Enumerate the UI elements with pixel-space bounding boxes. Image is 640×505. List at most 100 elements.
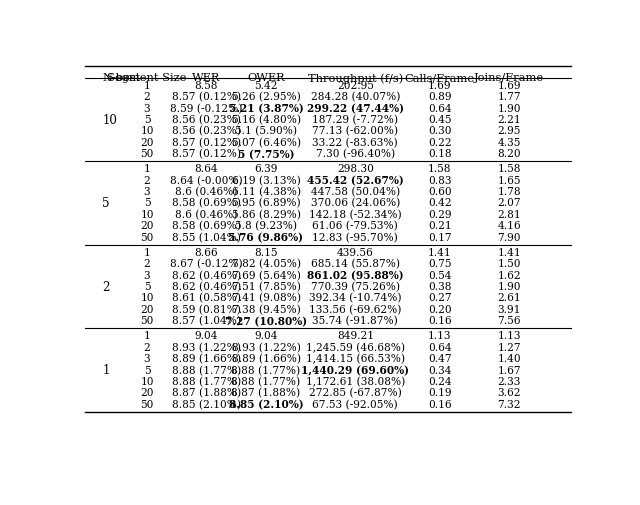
- Text: 2.95: 2.95: [497, 126, 521, 136]
- Text: 1.90: 1.90: [497, 281, 521, 291]
- Text: 202.95: 202.95: [337, 81, 374, 90]
- Text: 1,245.59 (46.68%): 1,245.59 (46.68%): [306, 342, 404, 352]
- Text: 7.69 (5.64%): 7.69 (5.64%): [232, 270, 300, 280]
- Text: 8.20: 8.20: [497, 149, 521, 159]
- Text: 1,414.15 (66.53%): 1,414.15 (66.53%): [306, 354, 404, 364]
- Text: Segment Size: Segment Size: [108, 73, 187, 83]
- Text: 50: 50: [140, 149, 154, 159]
- Text: 0.30: 0.30: [428, 126, 451, 136]
- Text: 272.85 (-67.87%): 272.85 (-67.87%): [309, 387, 402, 398]
- Text: 1.78: 1.78: [497, 187, 521, 196]
- Text: 6.19 (3.13%): 6.19 (3.13%): [232, 175, 300, 186]
- Text: 7.56: 7.56: [497, 316, 521, 325]
- Text: 8.58 (0.69%): 8.58 (0.69%): [172, 198, 241, 209]
- Text: 5: 5: [102, 196, 110, 210]
- Text: 8.85 (2.10%): 8.85 (2.10%): [228, 399, 303, 410]
- Text: 8.62 (0.46%): 8.62 (0.46%): [172, 281, 241, 292]
- Text: 10: 10: [140, 293, 154, 302]
- Text: 10: 10: [140, 126, 154, 136]
- Text: 10: 10: [102, 113, 117, 126]
- Text: 4.16: 4.16: [497, 221, 521, 231]
- Text: 5: 5: [143, 198, 150, 208]
- Text: 1.65: 1.65: [497, 175, 521, 185]
- Text: 1.41: 1.41: [428, 247, 451, 258]
- Text: 685.14 (55.87%): 685.14 (55.87%): [311, 259, 400, 269]
- Text: 2: 2: [143, 175, 150, 185]
- Text: 5.07 (6.46%): 5.07 (6.46%): [232, 137, 301, 147]
- Text: 8.57 (0.12%): 8.57 (0.12%): [172, 137, 241, 147]
- Text: 5 (7.75%): 5 (7.75%): [237, 149, 294, 160]
- Text: 5.42: 5.42: [254, 81, 278, 90]
- Text: 2.61: 2.61: [497, 293, 521, 302]
- Text: 7.38 (9.45%): 7.38 (9.45%): [232, 304, 300, 315]
- Text: 8.57 (0.12%): 8.57 (0.12%): [172, 92, 241, 102]
- Text: 2: 2: [143, 92, 150, 102]
- Text: 5: 5: [143, 115, 150, 125]
- Text: 5.21 (3.87%): 5.21 (3.87%): [228, 104, 303, 114]
- Text: Calls/Frame: Calls/Frame: [404, 73, 475, 83]
- Text: 1.13: 1.13: [428, 331, 451, 341]
- Text: 0.20: 0.20: [428, 304, 451, 314]
- Text: 0.24: 0.24: [428, 376, 451, 386]
- Text: 8.88 (1.77%): 8.88 (1.77%): [172, 376, 241, 386]
- Text: 8.67 (-0.12%): 8.67 (-0.12%): [170, 259, 243, 269]
- Text: 849.21: 849.21: [337, 331, 374, 341]
- Text: 1.58: 1.58: [428, 164, 451, 174]
- Text: 8.89 (1.66%): 8.89 (1.66%): [232, 354, 301, 364]
- Text: 1.27: 1.27: [497, 342, 521, 352]
- Text: 20: 20: [140, 137, 154, 147]
- Text: 7.41 (9.08%): 7.41 (9.08%): [232, 293, 301, 303]
- Text: 1: 1: [143, 247, 150, 258]
- Text: 10: 10: [140, 376, 154, 386]
- Text: 10: 10: [140, 210, 154, 219]
- Text: 3.62: 3.62: [497, 387, 521, 397]
- Text: 0.89: 0.89: [428, 92, 451, 102]
- Text: 6.11 (4.38%): 6.11 (4.38%): [232, 187, 301, 197]
- Text: WER: WER: [192, 73, 221, 83]
- Text: 1.69: 1.69: [497, 81, 521, 90]
- Text: 8.58 (0.69%): 8.58 (0.69%): [172, 221, 241, 231]
- Text: 8.62 (0.46%): 8.62 (0.46%): [172, 270, 241, 280]
- Text: 7.82 (4.05%): 7.82 (4.05%): [232, 259, 301, 269]
- Text: 8.15: 8.15: [254, 247, 278, 258]
- Text: 0.60: 0.60: [428, 187, 451, 196]
- Text: 0.18: 0.18: [428, 149, 451, 159]
- Text: 8.87 (1.88%): 8.87 (1.88%): [232, 387, 301, 398]
- Text: 3: 3: [143, 104, 150, 113]
- Text: 439.56: 439.56: [337, 247, 374, 258]
- Text: 8.56 (0.23%): 8.56 (0.23%): [172, 126, 241, 136]
- Text: 0.16: 0.16: [428, 399, 451, 409]
- Text: 20: 20: [140, 221, 154, 231]
- Text: 133.56 (-69.62%): 133.56 (-69.62%): [309, 304, 401, 315]
- Text: 2.07: 2.07: [497, 198, 521, 208]
- Text: 0.45: 0.45: [428, 115, 451, 125]
- Text: 8.66: 8.66: [195, 247, 218, 258]
- Text: 8.61 (0.58%): 8.61 (0.58%): [172, 293, 241, 303]
- Text: 298.30: 298.30: [337, 164, 374, 174]
- Text: 67.53 (-92.05%): 67.53 (-92.05%): [312, 399, 398, 409]
- Text: 0.83: 0.83: [428, 175, 451, 185]
- Text: 6.39: 6.39: [254, 164, 278, 174]
- Text: 1.58: 1.58: [497, 164, 521, 174]
- Text: 770.39 (75.26%): 770.39 (75.26%): [311, 281, 400, 292]
- Text: 8.93 (1.22%): 8.93 (1.22%): [232, 342, 300, 352]
- Text: 33.22 (-83.63%): 33.22 (-83.63%): [312, 137, 398, 147]
- Text: 8.85 (2.10%): 8.85 (2.10%): [172, 399, 241, 409]
- Text: 0.17: 0.17: [428, 232, 451, 242]
- Text: 3: 3: [143, 270, 150, 280]
- Text: 0.19: 0.19: [428, 387, 451, 397]
- Text: 392.34 (-10.74%): 392.34 (-10.74%): [309, 293, 401, 303]
- Text: 8.57 (1.04%): 8.57 (1.04%): [172, 316, 241, 326]
- Text: OWER: OWER: [247, 73, 285, 83]
- Text: 1.40: 1.40: [497, 354, 521, 364]
- Text: 3.91: 3.91: [497, 304, 521, 314]
- Text: 1.69: 1.69: [428, 81, 451, 90]
- Text: 2: 2: [143, 342, 150, 352]
- Text: 0.38: 0.38: [428, 281, 451, 291]
- Text: 0.47: 0.47: [428, 354, 451, 364]
- Text: 50: 50: [140, 316, 154, 325]
- Text: 1,172.61 (38.08%): 1,172.61 (38.08%): [306, 376, 405, 386]
- Text: 0.75: 0.75: [428, 259, 451, 269]
- Text: 35.74 (-91.87%): 35.74 (-91.87%): [312, 316, 398, 326]
- Text: 1.90: 1.90: [497, 104, 521, 113]
